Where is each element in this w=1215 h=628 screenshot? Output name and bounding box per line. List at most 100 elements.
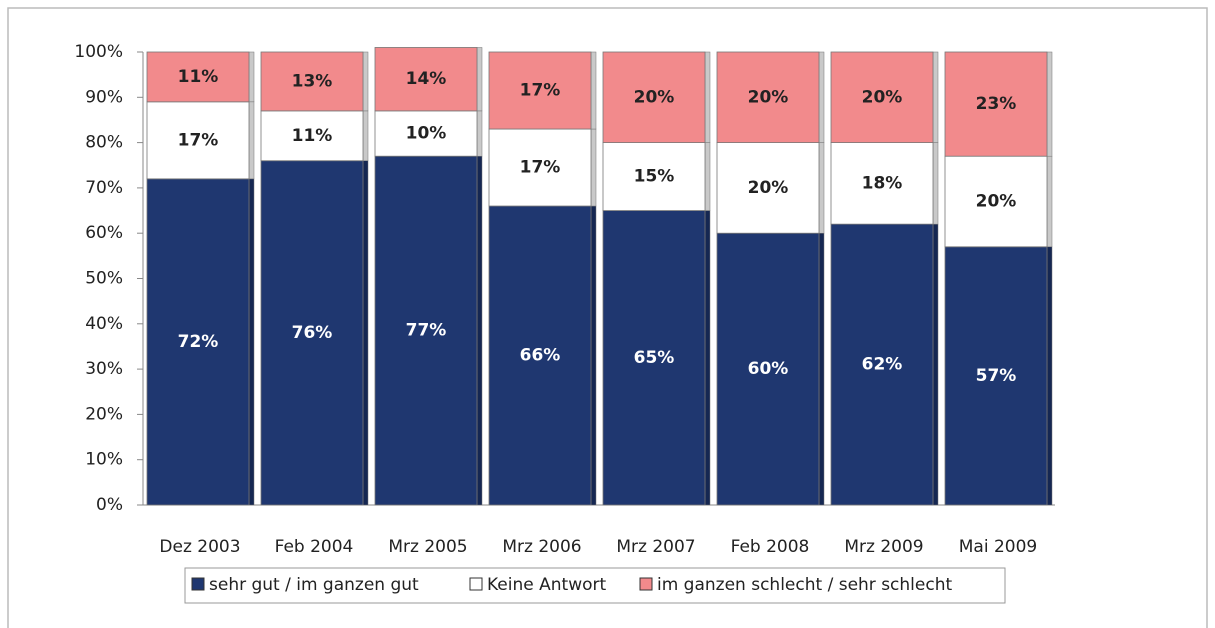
bar-segment <box>716 142 820 234</box>
x-tick-label: Dez 2003 <box>159 537 240 557</box>
bar-side <box>932 223 939 506</box>
bar-segment <box>146 51 250 103</box>
legend-label: Keine Antwort <box>487 575 606 595</box>
x-tick-label: Mrz 2009 <box>844 537 923 557</box>
value-label: 62% <box>862 355 903 375</box>
bar-segment <box>488 128 592 207</box>
bar-side <box>932 51 939 143</box>
bar-side <box>818 51 825 143</box>
bar-segment <box>944 246 1048 506</box>
x-tick-label: Mai 2009 <box>959 537 1037 557</box>
legend-swatch <box>469 577 483 591</box>
bar-segment <box>716 51 820 143</box>
bar-segment <box>602 51 706 143</box>
x-tick-label: Mrz 2005 <box>388 537 467 557</box>
frame <box>7 7 1208 628</box>
bar-segment <box>260 160 364 506</box>
bar-side <box>1046 155 1053 248</box>
y-tick-label: 20% <box>85 404 123 424</box>
bar-segment <box>830 51 934 143</box>
value-label: 17% <box>520 81 561 101</box>
bar-segment <box>602 210 706 506</box>
bar-side <box>362 110 369 161</box>
value-label: 11% <box>178 67 219 87</box>
bar-segment <box>830 223 934 506</box>
bar-segment <box>944 51 1048 157</box>
bar-segment <box>260 51 364 112</box>
value-label: 18% <box>862 173 903 193</box>
bar-side <box>590 128 597 207</box>
legend-label: sehr gut / im ganzen gut <box>209 575 419 595</box>
y-tick-label: 30% <box>85 359 123 379</box>
bar-segment <box>488 51 592 130</box>
bar-segment <box>716 232 820 506</box>
value-label: 23% <box>976 94 1017 114</box>
bar-segment <box>146 178 250 506</box>
x-tick-label: Mrz 2007 <box>616 537 695 557</box>
value-label: 17% <box>520 158 561 178</box>
x-tick-label: Mrz 2006 <box>502 537 581 557</box>
bar-side <box>590 205 597 506</box>
value-label: 77% <box>406 321 447 341</box>
bar-side <box>704 210 711 506</box>
value-label: 20% <box>748 178 789 198</box>
bar-side <box>1046 246 1053 506</box>
value-label: 57% <box>976 366 1017 386</box>
value-label: 72% <box>178 332 219 352</box>
bar-side <box>476 47 483 112</box>
value-label: 15% <box>634 167 675 187</box>
value-label: 20% <box>976 191 1017 211</box>
bar-side <box>704 51 711 143</box>
y-tick-label: 80% <box>85 133 123 153</box>
bar-segment <box>602 142 706 211</box>
bar-segment <box>488 205 592 506</box>
bar-side <box>248 51 255 103</box>
bar-side <box>704 142 711 211</box>
value-label: 76% <box>292 323 333 343</box>
bar-side <box>248 101 255 180</box>
y-tick-label: 70% <box>85 178 123 198</box>
bar-segment <box>944 155 1048 248</box>
legend-label: im ganzen schlecht / sehr schlecht <box>657 575 952 595</box>
legend-swatch <box>191 577 205 591</box>
value-label: 20% <box>862 87 903 107</box>
bar-side <box>362 160 369 506</box>
bar-side <box>362 51 369 112</box>
bar-segment <box>146 101 250 180</box>
value-label: 13% <box>292 71 333 91</box>
value-label: 60% <box>748 359 789 379</box>
bar-segment <box>374 110 478 157</box>
y-tick-label: 50% <box>85 269 123 289</box>
value-label: 14% <box>406 69 447 89</box>
value-label: 65% <box>634 348 675 368</box>
value-label: 66% <box>520 346 561 366</box>
value-label: 11% <box>292 126 333 146</box>
bar-side <box>1046 51 1053 157</box>
bar-side <box>590 51 597 130</box>
bar-side <box>932 142 939 225</box>
bar-side <box>818 142 825 234</box>
x-tick-label: Feb 2004 <box>275 537 354 557</box>
bar-segment <box>830 142 934 225</box>
y-tick-label: 40% <box>85 314 123 334</box>
bar-side <box>248 178 255 506</box>
y-tick-label: 0% <box>96 495 123 515</box>
y-tick-label: 60% <box>85 223 123 243</box>
bar-segment <box>260 110 364 162</box>
value-label: 20% <box>634 87 675 107</box>
x-tick-label: Feb 2008 <box>731 537 810 557</box>
bar-side <box>476 155 483 506</box>
bar-segment <box>374 47 478 112</box>
value-label: 17% <box>178 130 219 150</box>
bar-side <box>818 232 825 506</box>
y-tick-label: 100% <box>74 42 123 62</box>
value-label: 10% <box>406 124 447 144</box>
y-tick-label: 10% <box>85 450 123 470</box>
bar-segment <box>374 155 478 506</box>
value-label: 20% <box>748 87 789 107</box>
bar-side <box>476 110 483 157</box>
y-tick-label: 90% <box>85 87 123 107</box>
legend-swatch <box>639 577 653 591</box>
legend-box <box>184 567 1006 604</box>
